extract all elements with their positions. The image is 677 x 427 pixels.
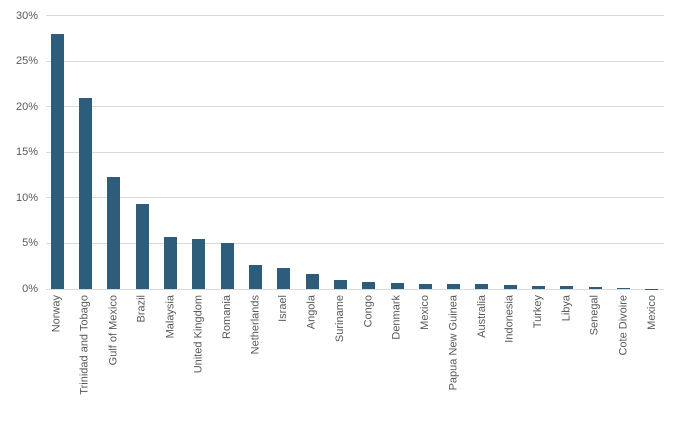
bar <box>107 176 121 289</box>
x-axis-tick-label: Mexico <box>418 295 431 330</box>
y-axis-tick-label: 0% <box>22 283 38 295</box>
bar <box>588 287 602 289</box>
gridline <box>46 151 664 153</box>
bar <box>503 284 517 289</box>
x-axis-tick-label: United Kingdom <box>192 295 205 374</box>
bar <box>390 283 404 289</box>
x-axis-tick-label: Mexico <box>645 295 658 330</box>
gridline <box>46 15 664 17</box>
x-axis-tick-label: Israel <box>277 295 290 322</box>
bar <box>50 34 64 289</box>
bar <box>560 286 574 289</box>
gridline <box>46 197 664 199</box>
x-axis-tick-label: Malaysia <box>163 295 176 339</box>
bar <box>617 288 631 289</box>
bar <box>532 285 546 289</box>
bar <box>220 243 234 289</box>
bar <box>163 237 177 289</box>
x-axis-tick-label: Brazil <box>135 295 148 323</box>
x-axis-tick-label: Gulf of Mexico <box>107 295 120 366</box>
x-axis-tick-label: Libya <box>560 295 573 322</box>
y-axis-tick-label: 15% <box>15 146 38 159</box>
x-axis-tick-label: Indonesia <box>503 295 516 343</box>
bar <box>475 284 489 289</box>
x-axis-tick-label: Suriname <box>333 295 346 343</box>
gridline <box>46 288 664 290</box>
x-axis-tick-label: Papua New Guinea <box>447 295 460 391</box>
x-axis-tick-label: Trinidad and Tobago <box>78 295 91 395</box>
x-axis-tick-label: Denmark <box>390 295 403 340</box>
bar <box>248 265 262 289</box>
bar <box>447 283 461 289</box>
x-axis-tick-label: Cote Divoire <box>617 295 630 356</box>
x-axis-tick-label: Congo <box>362 295 375 328</box>
bar <box>277 268 291 289</box>
bar <box>135 204 149 289</box>
y-axis-tick-label: 5% <box>22 237 38 250</box>
bar <box>418 283 432 289</box>
bar <box>362 282 376 289</box>
gridline <box>46 106 664 108</box>
x-axis-tick-label: Australia <box>475 295 488 338</box>
gridline <box>46 242 664 244</box>
x-axis-tick-label: Angola <box>305 295 318 330</box>
x-axis-tick-label: Netherlands <box>248 295 261 355</box>
y-axis-tick-label: 30% <box>15 9 38 22</box>
y-axis-tick-label: 25% <box>15 55 38 68</box>
y-axis-tick-label: 20% <box>15 100 38 113</box>
x-axis-tick-label: Norway <box>50 295 63 333</box>
bar <box>333 279 347 289</box>
x-axis-tick-label: Senegal <box>588 295 601 336</box>
bar <box>78 97 92 289</box>
x-axis-tick-label: Romania <box>220 295 233 340</box>
y-axis-tick-label: 10% <box>15 191 38 204</box>
bar <box>192 238 206 289</box>
gridline <box>46 60 664 62</box>
x-axis-tick-label: Turkey <box>532 295 545 329</box>
bar <box>305 273 319 289</box>
